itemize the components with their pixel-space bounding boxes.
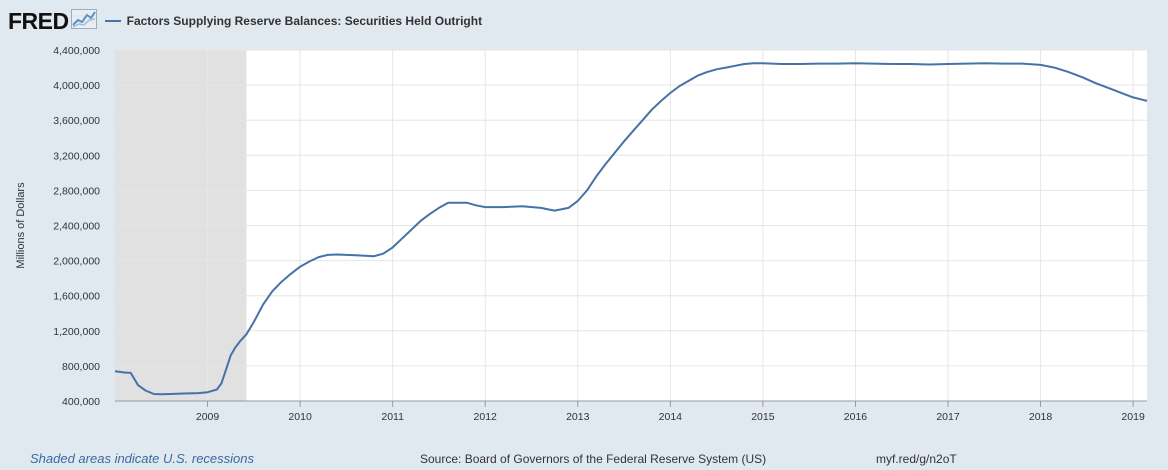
fred-logo[interactable]: FRED [8,7,97,34]
x-tick-label: 2014 [659,411,683,423]
x-tick-label: 2013 [566,411,590,423]
y-axis-label: Millions of Dollars [15,182,27,269]
x-tick-label: 2009 [196,411,220,423]
fred-logo-text: FRED [8,7,69,34]
legend-label: Factors Supplying Reserve Balances: Secu… [126,14,483,28]
x-tick-label: 2010 [288,411,312,423]
y-tick-label: 4,000,000 [53,80,100,92]
x-tick-label: 2017 [936,411,960,423]
y-tick-label: 400,000 [62,396,100,408]
x-axis-ticks: 2009 2010 2011 2012 2013 2014 2015 2016 2017 2018… [196,401,1145,423]
chart-header: FRED Factors Supplying Reserve Balances:… [8,6,482,36]
source-text: Source: Board of Governors of the Federa… [420,452,767,466]
y-axis-ticks: 400,000 800,000 1,200,000 1,600,000 2,000,00… [53,45,100,408]
legend-swatch [104,20,121,22]
y-tick-label: 2,000,000 [53,256,100,268]
legend: Factors Supplying Reserve Balances: Secu… [104,14,483,28]
y-tick-label: 3,200,000 [53,150,100,162]
x-tick-label: 2011 [381,411,404,423]
series-line[interactable] [114,62,1148,396]
series-layer [114,62,1148,396]
x-tick-label: 2015 [751,411,775,423]
y-tick-label: 4,400,000 [53,45,100,57]
recession-note[interactable]: Shaded areas indicate U.S. recessions [30,451,255,466]
x-tick-label: 2012 [474,411,498,423]
x-tick-label: 2018 [1029,411,1053,423]
chart-line-icon [70,8,97,34]
short-url[interactable]: myf.red/g/n2oT [876,452,957,466]
y-tick-label: 800,000 [62,361,100,373]
chart-svg: 400,000 800,000 1,200,000 1,600,000 2,000,00… [15,45,1148,423]
y-tick-label: 1,200,000 [53,326,100,338]
y-tick-label: 3,600,000 [53,115,100,127]
y-tick-label: 2,800,000 [53,185,100,197]
x-tick-label: 2016 [844,411,868,423]
y-tick-label: 2,400,000 [53,221,100,233]
x-tick-label: 2019 [1121,411,1145,423]
y-tick-label: 1,600,000 [53,291,100,303]
